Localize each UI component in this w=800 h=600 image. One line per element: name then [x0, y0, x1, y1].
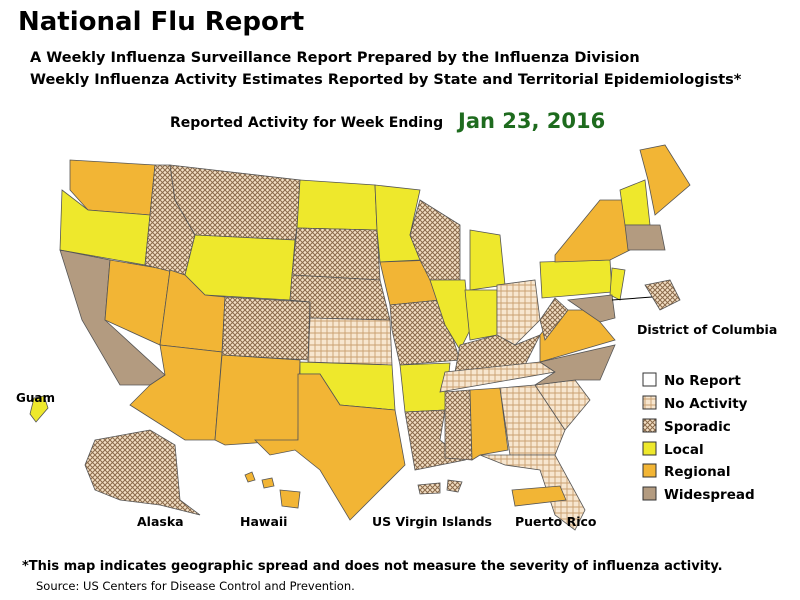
- footnote: *This map indicates geographic spread an…: [22, 559, 723, 574]
- state: [479, 454, 586, 531]
- hawaii: [279, 489, 301, 509]
- legend-swatch: [642, 463, 657, 478]
- state: [464, 289, 498, 341]
- guam: [29, 395, 49, 423]
- state: [469, 387, 509, 461]
- legend-swatch: [642, 486, 657, 501]
- legend: No Report No Activity Sporadic Local Reg…: [642, 372, 755, 503]
- state: [221, 296, 311, 361]
- source: Source: US Centers for Disease Control a…: [36, 579, 355, 593]
- usvi: [417, 482, 441, 495]
- legend-swatch: [642, 395, 657, 410]
- puerto-rico: [511, 485, 567, 507]
- region-label: Hawaii: [240, 514, 287, 529]
- state: [554, 199, 631, 263]
- legend-label: Local: [664, 442, 704, 458]
- state: [534, 344, 616, 386]
- state: [444, 389, 473, 461]
- state: [307, 317, 393, 366]
- legend-label: No Activity: [664, 396, 748, 412]
- hawaii: [244, 471, 256, 483]
- legend-label: Regional: [664, 464, 730, 480]
- state: [639, 144, 691, 216]
- state: [609, 267, 626, 301]
- state: [469, 229, 506, 291]
- dc-leader: [611, 296, 653, 301]
- region-label: District of Columbia: [637, 322, 777, 337]
- region-label: US Virgin Islands: [372, 514, 492, 529]
- state: [184, 234, 296, 301]
- subtitle: Weekly Influenza Activity Estimates Repo…: [30, 72, 742, 88]
- state: [566, 294, 616, 323]
- week-label: Reported Activity for Week Ending: [170, 115, 443, 131]
- title: National Flu Report: [18, 7, 304, 37]
- state: [296, 179, 378, 231]
- state: [291, 227, 381, 281]
- usvi: [446, 479, 463, 493]
- alaska: [84, 429, 201, 516]
- state: [429, 279, 471, 351]
- states: [29, 144, 691, 531]
- state: [214, 354, 301, 446]
- legend-swatch: [642, 441, 657, 456]
- state: [624, 224, 666, 251]
- legend-label: Sporadic: [664, 419, 731, 435]
- legend-swatch: [642, 418, 657, 433]
- legend-swatch: [642, 372, 657, 387]
- week-date: Jan 23, 2016: [456, 109, 605, 133]
- state: [254, 373, 406, 521]
- dc-inset: [644, 279, 681, 311]
- legend-label: No Report: [664, 373, 741, 389]
- subtitle: A Weekly Influenza Surveillance Report P…: [30, 50, 640, 66]
- state: [619, 179, 651, 226]
- state: [539, 297, 569, 341]
- state: [499, 384, 566, 456]
- region-label: Puerto Rico: [515, 514, 597, 529]
- legend-label: Widespread: [664, 487, 755, 503]
- region-label: Alaska: [137, 514, 184, 529]
- state: [496, 279, 541, 346]
- region-label: Guam: [16, 391, 55, 405]
- hawaii: [261, 477, 275, 489]
- state: [539, 259, 613, 299]
